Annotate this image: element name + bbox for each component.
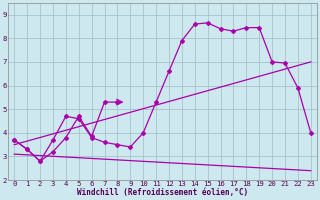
X-axis label: Windchill (Refroidissement éolien,°C): Windchill (Refroidissement éolien,°C) bbox=[77, 188, 248, 197]
